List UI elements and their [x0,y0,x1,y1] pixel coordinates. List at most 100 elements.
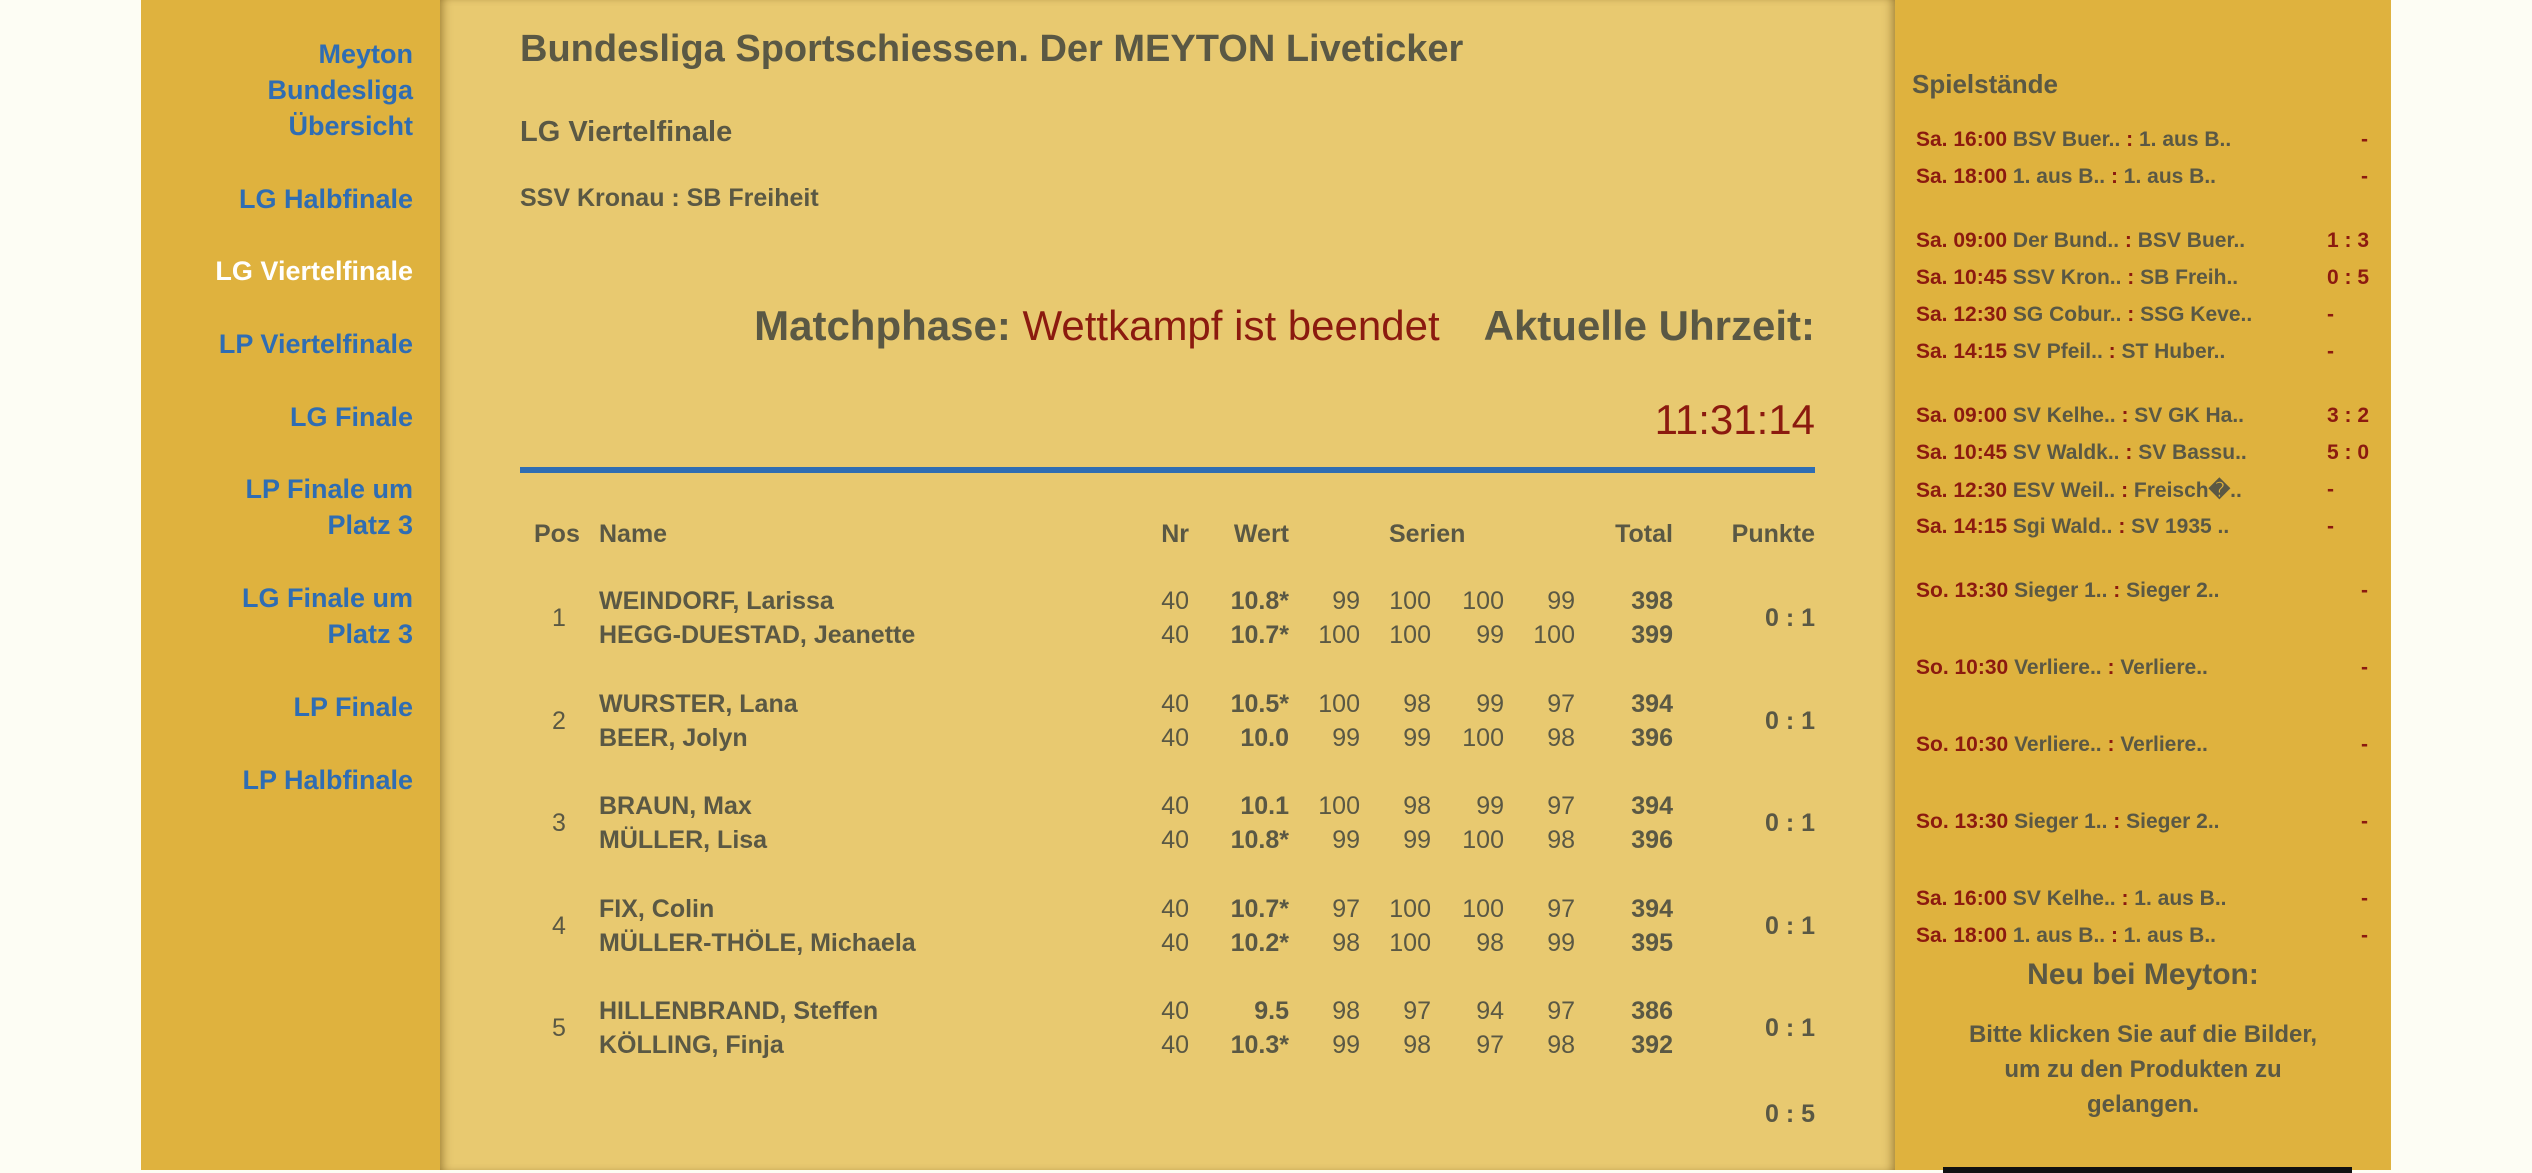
score-row[interactable]: So. 13:30 Sieger 1.. : Sieger 2.. - [1916,810,2376,834]
shooter-total: 399 [1631,621,1673,649]
score-row[interactable]: Sa. 10:45 SV Waldk.. : SV Bassu.. 5 : 0 [1916,441,2376,465]
away-team: 1. aus B.. [2134,887,2227,910]
sidebar-item-lg-finale-um-platz-3[interactable]: LG Finale um Platz 3 [242,580,413,652]
home-team: 1. aus B.. [2012,165,2106,188]
home-team: SV Pfeil.. [2012,340,2103,363]
away-team: 1. aus B.. [2123,924,2216,947]
series-value: 100 [1318,792,1360,820]
points: 0 : 1 [1764,911,1815,940]
game-score: - [2361,579,2368,602]
score-row[interactable]: Sa. 18:00 1. aus B.. : 1. aus B.. - [1916,924,2376,948]
product-image[interactable] [1943,1167,2352,1173]
home-team: SV Kelhe.. [2012,887,2116,910]
separator: : [2121,266,2141,289]
away-team: SSG Keve.. [2140,303,2253,326]
score-row[interactable]: So. 10:30 Verliere.. : Verliere.. - [1916,733,2376,757]
series-value: 100 [1533,621,1575,649]
score-row[interactable]: Sa. 12:30 SG Cobur.. : SSG Keve.. - [1916,303,2376,327]
phase-label: Matchphase: [754,302,1011,349]
series-value: 98 [1332,928,1360,957]
game-score: - [2327,515,2334,538]
sidebar-item-meyton-bundesliga-bersicht[interactable]: Meyton Bundesliga Übersicht [267,36,413,144]
score-row[interactable]: So. 10:30 Verliere.. : Verliere.. - [1916,656,2376,680]
separator: : [2101,656,2121,679]
right-sidebar [1895,0,2391,1170]
home-team: ESV Weil.. [2012,479,2116,502]
game-score: - [2361,733,2368,756]
game-score: - [2327,303,2334,326]
separator: : [2105,165,2124,188]
game-score: 5 : 0 [2327,441,2370,464]
score-row[interactable]: Sa. 14:15 Sgi Wald.. : SV 1935 .. - [1916,515,2376,539]
away-team: Verliere.. [2120,656,2208,679]
shooter-total: 394 [1631,894,1673,923]
score-row[interactable]: Sa. 09:00 Der Bund.. : BSV Buer.. 1 : 3 [1916,229,2376,253]
shooter-name: BEER, Jolyn [599,723,748,752]
series-value: 98 [1332,997,1360,1025]
series-value: 98 [1476,928,1504,957]
match-pairing: SSV Kronau : SB Freiheit [520,184,819,212]
score-row[interactable]: Sa. 12:30 ESV Weil.. : Freisch�.. - [1916,478,2376,503]
score-row[interactable]: Sa. 10:45 SSV Kron.. : SB Freih.. 0 : 5 [1916,266,2376,290]
separator: : [2107,810,2127,833]
series-value: 99 [1332,587,1360,615]
sidebar-item-lg-finale[interactable]: LG Finale [290,399,413,435]
sidebar-item-label: Meyton [318,39,414,69]
game-score: - [2361,128,2368,151]
score-row[interactable]: Sa. 09:00 SV Kelhe.. : SV GK Ha.. 3 : 2 [1916,404,2376,428]
promo-line: um zu den Produkten zu [2004,1056,2282,1083]
home-team: SV Kelhe.. [2012,404,2116,427]
shooter-name: BRAUN, Max [599,792,752,820]
home-team: Sieger 1.. [2014,810,2108,833]
shooter-total: 392 [1631,1031,1673,1059]
home-team: Der Bund.. [2012,229,2120,252]
game-score: - [2327,478,2334,501]
shooter-nr: 40 [1161,723,1189,752]
sidebar-item-lp-finale[interactable]: LP Finale [293,689,413,725]
position: 5 [552,1014,566,1042]
header-nr: Nr [1161,520,1189,548]
shooter-nr: 40 [1161,792,1189,820]
series-value: 98 [1547,723,1575,752]
score-row[interactable]: Sa. 14:15 SV Pfeil.. : ST Huber.. - [1916,340,2376,364]
sidebar-item-label: Bundesliga [267,75,413,105]
home-team: 1. aus B.. [2012,924,2106,947]
score-row[interactable]: So. 13:30 Sieger 1.. : Sieger 2.. - [1916,579,2376,603]
divider [520,467,1815,473]
series-value: 99 [1403,723,1431,752]
shooter-wert: 10.0 [1240,723,1289,752]
game-time: So. 10:30 [1916,656,2009,679]
series-value: 100 [1318,689,1360,718]
series-value: 97 [1547,894,1575,923]
header-wert: Wert [1233,520,1289,548]
match-phase: Matchphase: Wettkampf ist beendet Aktuell… [754,302,1815,350]
home-team: SV Waldk.. [2012,441,2120,464]
sidebar-item-lp-halbfinale[interactable]: LP Halbfinale [242,762,413,798]
home-team: Verliere.. [2014,656,2102,679]
sidebar-item-lg-viertelfinale[interactable]: LG Viertelfinale [215,253,413,289]
sidebar-item-label: Übersicht [288,111,413,141]
away-team: Freisch�.. [2133,479,2242,502]
series-value: 97 [1547,792,1575,820]
sidebar-item-lp-finale-um-platz-3[interactable]: LP Finale um Platz 3 [245,471,413,543]
score-row[interactable]: Sa. 16:00 BSV Buer.. : 1. aus B.. - [1916,128,2376,152]
game-time: Sa. 09:00 [1916,404,2008,427]
score-row[interactable]: Sa. 16:00 SV Kelhe.. : 1. aus B.. - [1916,887,2376,911]
shooter-nr: 40 [1161,621,1189,649]
series-value: 98 [1403,689,1431,718]
away-team: 1. aus B.. [2138,128,2232,151]
shooter-wert: 10.7* [1230,894,1289,923]
shooter-name: KÖLLING, Finja [599,1031,784,1059]
sidebar-item-label: Platz 3 [327,510,413,540]
separator: : [2107,579,2127,602]
sidebar-item-lg-halbfinale[interactable]: LG Halbfinale [239,181,413,217]
shooter-nr: 40 [1161,997,1189,1025]
away-team: Sieger 2.. [2126,810,2220,833]
separator: : [2112,515,2132,538]
game-score: - [2361,810,2368,833]
score-row[interactable]: Sa. 18:00 1. aus B.. : 1. aus B.. - [1916,165,2376,189]
left-sidebar [141,0,440,1170]
sidebar-item-lp-viertelfinale[interactable]: LP Viertelfinale [219,326,413,362]
away-team: SV GK Ha.. [2134,404,2244,427]
series-value: 98 [1403,792,1431,820]
